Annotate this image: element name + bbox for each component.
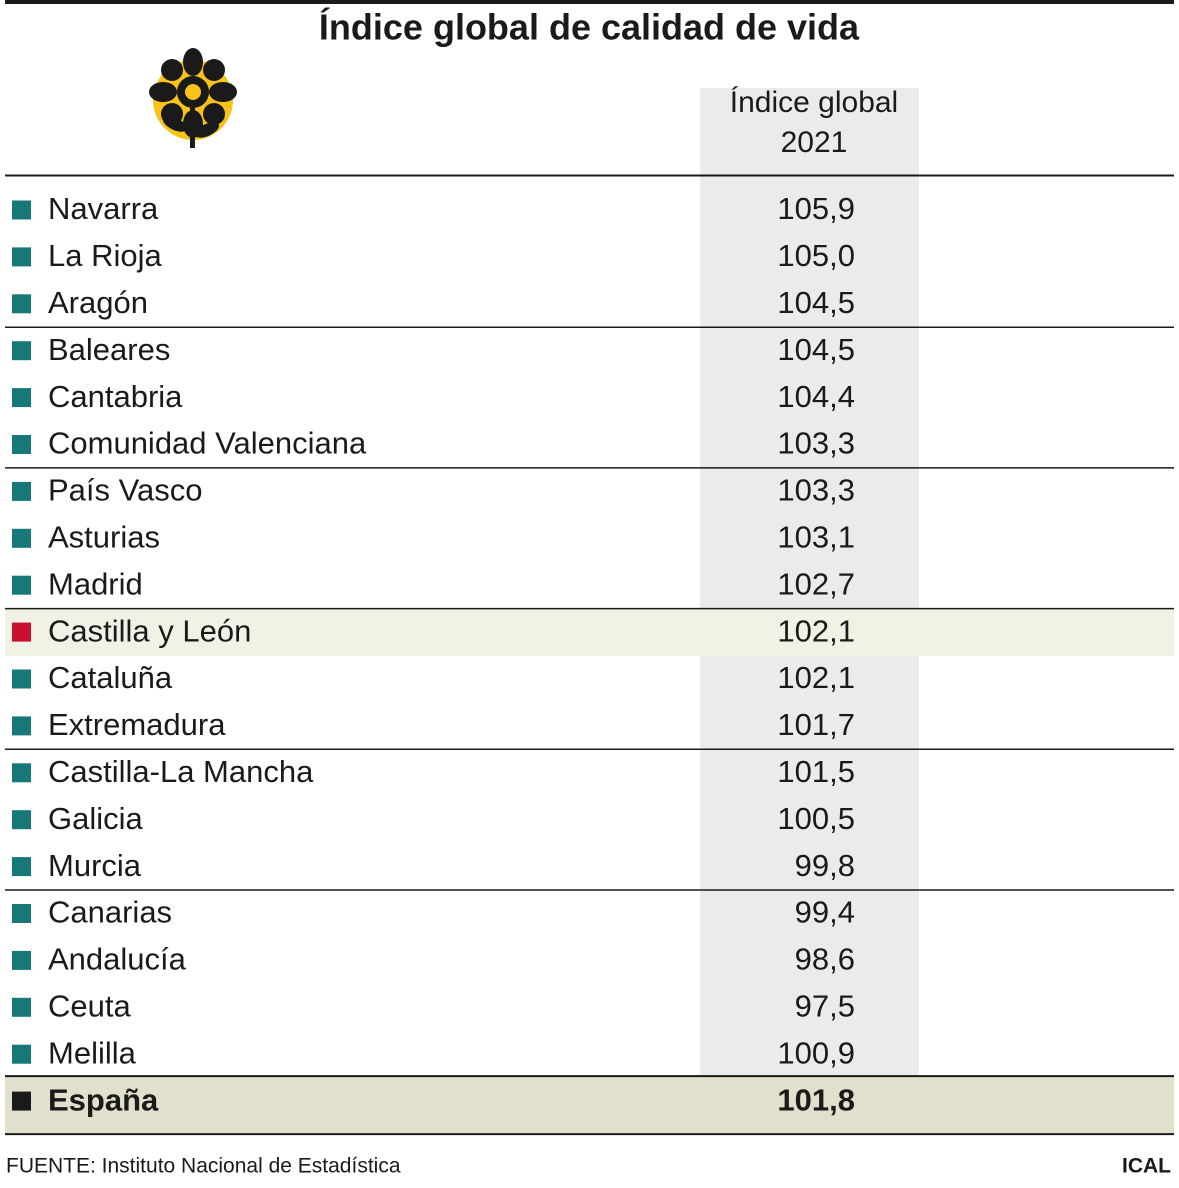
row-value: 105,9	[777, 191, 855, 226]
row-value: 102,1	[777, 613, 855, 648]
row-marker	[12, 388, 31, 408]
row-marker	[12, 528, 31, 548]
row-name: Galicia	[48, 801, 144, 836]
row-value: 97,5	[795, 988, 855, 1023]
row-marker	[12, 481, 31, 501]
source: FUENTE: Instituto Nacional de Estadístic…	[6, 1155, 401, 1178]
row-value: 100,9	[777, 1035, 855, 1070]
row-value: 104,4	[777, 379, 855, 414]
row-value: 104,5	[777, 285, 855, 320]
row-value: 105,0	[777, 238, 855, 273]
row-value: 101,7	[777, 707, 855, 742]
row-marker	[12, 810, 31, 830]
row-name: Castilla y León	[48, 613, 251, 648]
row-value: 103,3	[777, 473, 855, 508]
row-rules	[5, 326, 1174, 1136]
row-marker	[12, 1091, 31, 1111]
row-name: Asturias	[48, 519, 160, 554]
column-band	[700, 88, 919, 1075]
row-name: La Rioja	[48, 238, 162, 273]
row-name: Melilla	[48, 1035, 137, 1070]
row-marker	[12, 622, 31, 642]
row-name: Murcia	[48, 848, 142, 883]
row-backgrounds	[5, 609, 1174, 1134]
row-name: País Vasco	[48, 473, 203, 508]
row-marker	[12, 904, 31, 923]
row-value: 98,6	[795, 942, 855, 977]
top-rule	[5, 0, 1174, 4]
row-name: Baleares	[48, 332, 170, 367]
row-value: 102,7	[777, 566, 855, 601]
total-band	[5, 1076, 1174, 1134]
row-marker	[12, 294, 31, 314]
row-name: Canarias	[48, 895, 172, 930]
row-value: 101,5	[777, 754, 855, 789]
row-value: 100,5	[777, 801, 855, 836]
column-header: Índice global	[730, 86, 898, 119]
row-name: Comunidad Valenciana	[48, 426, 367, 461]
row-value: 99,4	[795, 895, 855, 930]
row-name: Cataluña	[48, 660, 173, 695]
row-value: 101,8	[777, 1082, 855, 1117]
row-marker	[12, 763, 31, 783]
row-marker	[12, 341, 31, 361]
row-marker	[12, 669, 31, 689]
row-name: Madrid	[48, 566, 143, 601]
row-name: Aragón	[48, 285, 148, 320]
row-name: Navarra	[48, 191, 159, 226]
brand: ICAL	[1122, 1155, 1171, 1178]
rows: Navarra 105,9 La Rioja 105,0 Aragón 104,5 Bale…	[5, 191, 1174, 1136]
row-marker	[12, 716, 31, 736]
row-marker	[12, 200, 31, 220]
flower-icon	[149, 48, 237, 148]
column-header: 2021	[781, 126, 848, 159]
row-marker	[12, 1044, 31, 1064]
row-name: Cantabria	[48, 379, 183, 414]
row-marker	[12, 857, 31, 877]
row-marker	[12, 997, 31, 1017]
row-value: 99,8	[795, 848, 855, 883]
row-value: 104,5	[777, 332, 855, 367]
row-marker	[12, 950, 31, 970]
row-marker	[12, 435, 31, 454]
row-marker	[12, 247, 31, 267]
row-name: Ceuta	[48, 988, 131, 1023]
row-name: España	[48, 1082, 159, 1117]
title: Índice global de calidad de vida	[319, 7, 860, 48]
row-value: 103,3	[777, 426, 855, 461]
row-name: Castilla-La Mancha	[48, 754, 314, 789]
row-marker	[12, 575, 31, 595]
row-name: Andalucía	[48, 942, 187, 977]
row-value: 102,1	[777, 660, 855, 695]
row-value: 103,1	[777, 519, 855, 554]
row-name: Extremadura	[48, 707, 226, 742]
row-highlight	[5, 609, 1174, 657]
